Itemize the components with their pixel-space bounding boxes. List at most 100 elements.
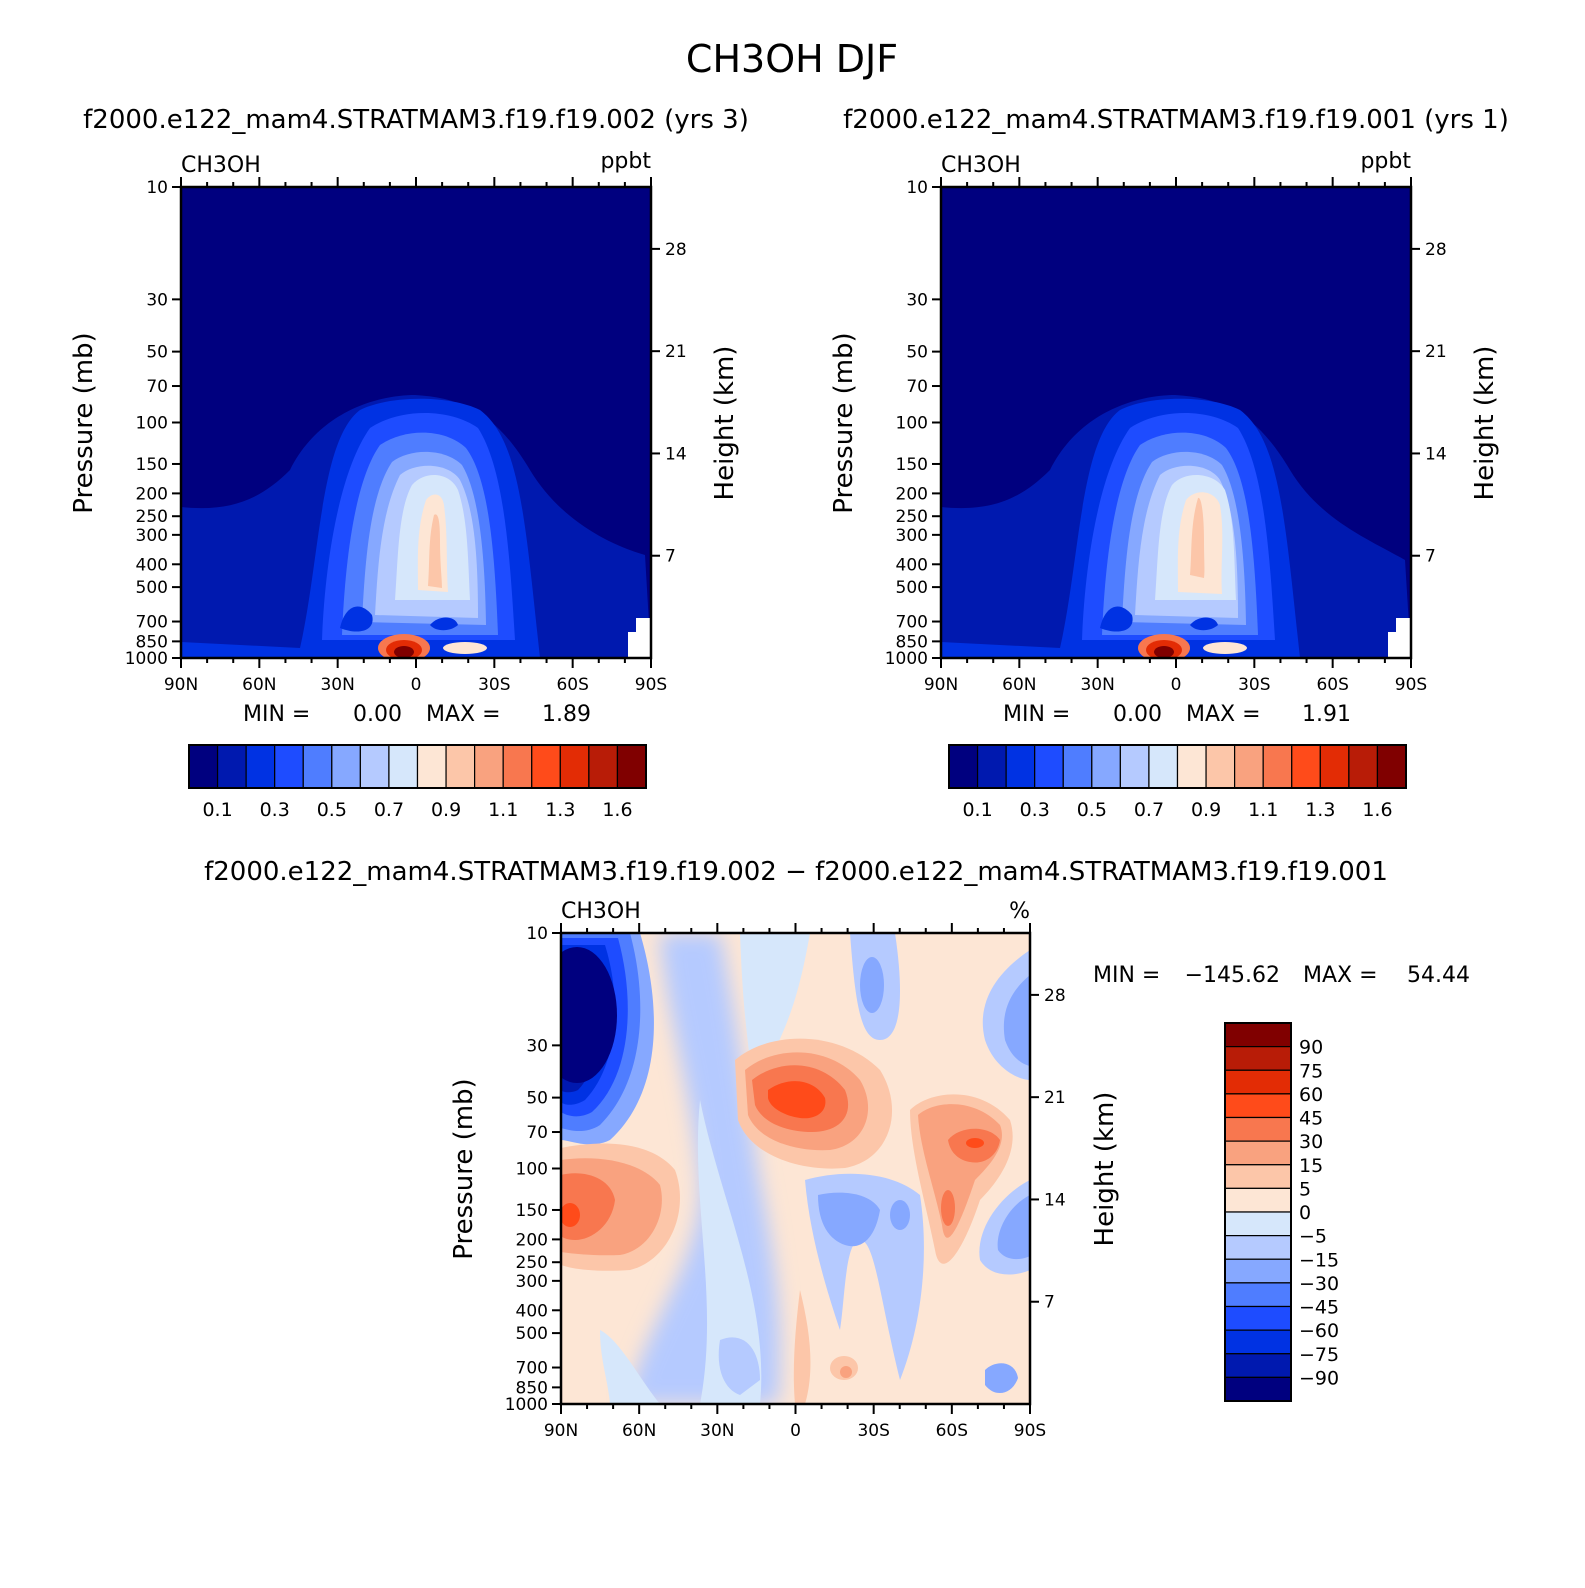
panel-case1-field [181,187,651,658]
colorbar-label: −45 [1299,1297,1339,1319]
height-tick-label: 7 [1425,547,1436,567]
pressure-tick-label: 1000 [125,649,168,669]
latitude-tick-label: 90S [1395,675,1427,695]
colorbar-label: 5 [1299,1178,1311,1200]
latitude-tick-label: 30S [478,675,510,695]
latitude-tick-label: 30N [320,675,354,695]
colorbar-label: 0.5 [317,799,347,821]
panel-diff-variable: CH3OH [561,899,641,924]
latitude-tick-label: 0 [1171,675,1182,695]
colorbar-label: 15 [1299,1155,1323,1177]
colorbar-swatch [502,744,533,789]
colorbar-swatch [331,744,361,789]
colorbar-swatch [1224,1353,1292,1378]
latitude-tick-label: 60N [1002,675,1036,695]
pressure-tick-label: 10 [906,178,928,198]
colorbar-label: 1.6 [602,799,632,821]
colorbar-swatch [1224,1282,1292,1308]
colorbar-swatch [531,744,561,789]
colorbar-label: 1.1 [1248,799,1278,821]
colorbar-label: 0.9 [1191,799,1221,821]
pressure-tick-label: 300 [136,526,168,546]
latitude-tick-label: 90N [544,1421,578,1441]
panel-case2-ticks [932,177,1420,668]
pressure-tick-label: 250 [136,507,168,527]
colorbar-swatch [559,744,590,789]
pressure-tick-label: 50 [906,343,928,363]
colorbar-swatch [359,744,390,789]
colorbar-swatch [274,744,304,789]
colorbar-label: −30 [1299,1273,1339,1295]
colorbar-swatch [1224,1187,1292,1213]
colorbar-swatch [1348,744,1379,789]
latitude-tick-label: 90S [1014,1421,1046,1441]
panel-case2-min-label: MIN = [1003,702,1070,727]
height-tick-label: 14 [1425,444,1447,464]
colorbar-label: 0.5 [1077,799,1107,821]
panel-diff-field [561,933,1030,1404]
pressure-tick-label: 1000 [505,1395,548,1415]
panel-case2-colorbar: 0.1 0.3 0.5 0.7 0.9 1.1 1.3 1.6 [948,744,1407,821]
colorbar-label: −60 [1299,1320,1339,1342]
height-tick-label: 7 [1044,1293,1055,1313]
colorbar-label: 0.9 [431,799,461,821]
colorbar-swatch [588,744,619,789]
colorbar-swatch [948,744,979,789]
height-tick-label: 7 [665,547,676,567]
panel-diff-ylabel: Pressure (mb) [449,1078,479,1259]
colorbar-swatch [1224,1140,1292,1166]
colorbar-label: 45 [1299,1108,1323,1130]
colorbar-swatch [1224,1116,1292,1142]
pressure-tick-label: 10 [526,924,548,944]
colorbar-swatch [388,744,419,789]
colorbar-label: 1.3 [1305,799,1335,821]
pressure-tick-label: 300 [896,526,928,546]
panel-case1: f2000.e122_mam4.STRATMAM3.f19.f19.002 (y… [69,105,749,821]
colorbar-swatch [1205,744,1236,789]
panel-case1-units: ppbt [600,149,651,174]
panel-case2-title: f2000.e122_mam4.STRATMAM3.f19.f19.001 (y… [843,105,1509,135]
pressure-tick-label: 150 [896,455,928,475]
panel-case1-ticks [172,177,660,668]
pressure-tick-label: 150 [136,455,168,475]
colorbar-swatch [1224,1305,1292,1331]
colorbar-label: 0.7 [1134,799,1164,821]
latitude-tick-label: 30N [700,1421,734,1441]
latitude-tick-label: 0 [790,1421,801,1441]
height-tick-label: 14 [665,444,687,464]
panel-case2-max-value: 1.91 [1302,702,1351,727]
panel-case1-colorbar: 0.1 0.3 0.5 0.7 0.9 1.1 1.3 1.6 [188,744,647,821]
pressure-tick-label: 850 [516,1378,548,1398]
pressure-tick-label: 400 [896,555,928,575]
colorbar-label: 0.3 [1020,799,1050,821]
panel-case1-max-label: MAX = [426,702,501,727]
pressure-tick-label: 100 [896,414,928,434]
pressure-tick-label: 500 [136,578,168,598]
pressure-tick-label: 50 [526,1089,548,1109]
colorbar-label: −75 [1299,1344,1339,1366]
colorbar-swatch [188,744,219,789]
colorbar-swatch [1224,1022,1292,1048]
colorbar-label: 75 [1299,1060,1323,1082]
pressure-tick-label: 30 [906,290,928,310]
latitude-tick-label: 30S [1238,675,1270,695]
pressure-tick-label: 500 [516,1324,548,1344]
colorbar-swatch [1224,1329,1292,1355]
colorbar-swatch [616,744,647,789]
pressure-tick-label: 200 [896,484,928,504]
colorbar-swatch [1376,744,1407,789]
colorbar-swatch [1062,744,1093,789]
colorbar-swatch [302,744,333,789]
colorbar-label: 0.7 [374,799,404,821]
panel-case2-units: ppbt [1360,149,1411,174]
panel-diff-min-label: MIN = [1093,963,1160,988]
pressure-tick-label: 250 [516,1253,548,1273]
colorbar-label: 1.1 [488,799,518,821]
colorbar-label: 1.3 [545,799,575,821]
panel-case1-variable: CH3OH [181,153,261,178]
pressure-tick-label: 1000 [885,649,928,669]
latitude-tick-label: 60S [936,1421,968,1441]
colorbar-label: −5 [1299,1226,1327,1248]
colorbar-swatch [1234,744,1264,789]
